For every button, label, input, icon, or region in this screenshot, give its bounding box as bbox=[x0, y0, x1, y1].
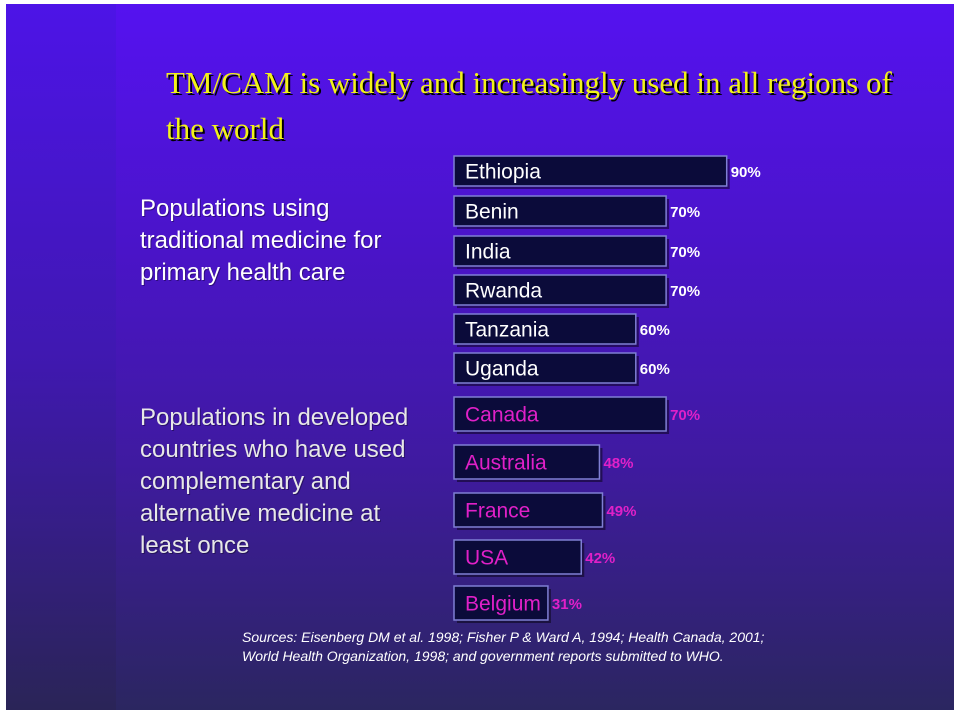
left-accent-strip bbox=[6, 4, 116, 710]
bar-belgium bbox=[453, 585, 549, 621]
value-label-india: 70% bbox=[670, 244, 700, 261]
value-label-uganda: 60% bbox=[640, 361, 670, 378]
bar-usa bbox=[453, 539, 583, 575]
value-label-france: 49% bbox=[606, 503, 636, 520]
bar-label-ethiopia: Ethiopia bbox=[465, 161, 541, 184]
bar-rwanda bbox=[453, 274, 667, 306]
bar-label-india: India bbox=[465, 241, 511, 264]
bar-ethiopia bbox=[453, 155, 728, 187]
bar-australia bbox=[453, 444, 601, 480]
bar-label-belgium: Belgium bbox=[465, 593, 541, 616]
value-label-tanzania: 60% bbox=[640, 322, 670, 339]
value-label-belgium: 31% bbox=[552, 596, 582, 613]
bar-label-uganda: Uganda bbox=[465, 358, 539, 381]
bar-india bbox=[453, 235, 667, 267]
sources-line-2: World Health Organization, 1998; and gov… bbox=[242, 648, 724, 664]
sources-note: Sources: Eisenberg DM et al. 1998; Fishe… bbox=[242, 628, 932, 666]
bar-label-rwanda: Rwanda bbox=[465, 280, 542, 303]
bar-label-benin: Benin bbox=[465, 201, 519, 224]
bar-benin bbox=[453, 195, 667, 227]
value-label-ethiopia: 90% bbox=[731, 164, 761, 181]
bar-uganda bbox=[453, 352, 637, 384]
bar-label-canada: Canada bbox=[465, 404, 539, 427]
bar-label-usa: USA bbox=[465, 547, 508, 570]
bar-label-tanzania: Tanzania bbox=[465, 319, 549, 342]
value-label-australia: 48% bbox=[603, 455, 633, 472]
label-developed-countries: Populations in developed countries who h… bbox=[140, 404, 409, 559]
value-label-canada: 70% bbox=[670, 407, 700, 424]
bar-tanzania bbox=[453, 313, 637, 345]
value-label-benin: 70% bbox=[670, 204, 700, 221]
value-label-rwanda: 70% bbox=[670, 283, 700, 300]
slide-title: TM/CAM is widely and increasingly used i… bbox=[166, 65, 892, 146]
sources-line-1: Sources: Eisenberg DM et al. 1998; Fishe… bbox=[242, 629, 765, 645]
value-label-usa: 42% bbox=[585, 550, 615, 567]
label-traditional-medicine: Populations using traditional medicine f… bbox=[140, 195, 382, 286]
bar-label-france: France bbox=[465, 500, 530, 523]
bar-label-australia: Australia bbox=[465, 452, 547, 475]
bar-france bbox=[453, 492, 604, 528]
bar-canada bbox=[453, 396, 667, 432]
